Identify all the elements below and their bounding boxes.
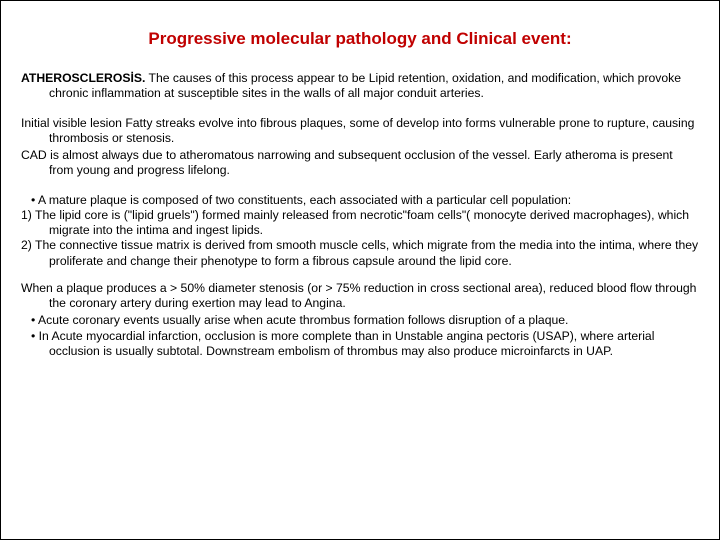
paragraph-initial-lesion: Initial visible lesion Fatty streaks evo… (15, 116, 705, 147)
bullet-acute-events: • Acute coronary events usually arise wh… (15, 313, 705, 328)
bullet-acute-mi: • In Acute myocardial infarction, occlus… (15, 329, 705, 360)
spacer (15, 269, 705, 281)
bullet-mature-plaque: • A mature plaque is composed of two con… (15, 193, 705, 208)
paragraph-cad: CAD is almost always due to atheromatous… (15, 148, 705, 179)
slide-title: Progressive molecular pathology and Clin… (15, 29, 705, 49)
lead-term: ATHEROSCLEROSİS. (21, 71, 145, 85)
numbered-lipid-core: 1) The lipid core is ("lipid gruels") fo… (15, 208, 705, 239)
slide-frame: Progressive molecular pathology and Clin… (0, 0, 720, 540)
paragraph-stenosis: When a plaque produces a > 50% diameter … (15, 281, 705, 312)
numbered-connective-tissue: 2) The connective tissue matrix is deriv… (15, 238, 705, 269)
paragraph-atherosclerosis: ATHEROSCLEROSİS. The causes of this proc… (15, 71, 705, 102)
